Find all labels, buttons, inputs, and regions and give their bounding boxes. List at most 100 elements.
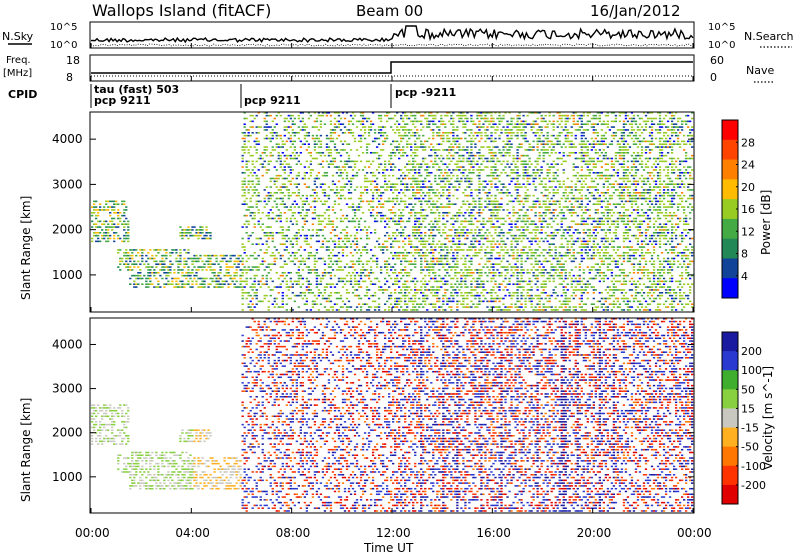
power-cell bbox=[378, 158, 380, 160]
power-cell bbox=[129, 266, 131, 268]
power-cell bbox=[133, 261, 135, 263]
power-cell bbox=[416, 138, 418, 140]
power-cell bbox=[426, 255, 428, 257]
power-cell bbox=[318, 292, 320, 294]
power-cell bbox=[342, 149, 344, 151]
power-cell bbox=[221, 283, 223, 285]
power-cell bbox=[370, 183, 372, 185]
power-cell bbox=[258, 192, 260, 194]
power-cell bbox=[434, 289, 436, 291]
power-cell bbox=[139, 275, 141, 277]
power-cell bbox=[458, 249, 460, 251]
power-cell bbox=[167, 269, 169, 271]
power-cell bbox=[452, 118, 454, 120]
power-cell bbox=[508, 143, 510, 145]
power-cell bbox=[478, 123, 480, 125]
power-cell bbox=[512, 283, 514, 285]
power-cell bbox=[280, 232, 282, 234]
power-cell bbox=[456, 266, 458, 268]
power-cell bbox=[308, 266, 310, 268]
power-cell bbox=[464, 221, 466, 223]
power-cell bbox=[302, 126, 304, 128]
power-cell bbox=[534, 172, 536, 174]
power-cell bbox=[398, 255, 400, 257]
power-cell bbox=[432, 278, 434, 280]
power-cell bbox=[252, 181, 254, 183]
power-cell bbox=[494, 283, 496, 285]
power-cell bbox=[490, 241, 492, 243]
power-cell bbox=[322, 229, 324, 231]
power-cell bbox=[500, 249, 502, 251]
power-cell bbox=[382, 126, 384, 128]
power-cell bbox=[442, 278, 444, 280]
power-cell bbox=[205, 238, 207, 240]
power-cell bbox=[528, 143, 530, 145]
power-cell bbox=[266, 232, 268, 234]
power-cell bbox=[490, 135, 492, 137]
power-cell bbox=[268, 169, 270, 171]
power-cell bbox=[526, 272, 528, 274]
power-cell bbox=[460, 212, 462, 214]
power-cell bbox=[252, 232, 254, 234]
power-cell bbox=[416, 121, 418, 123]
power-cell bbox=[496, 169, 498, 171]
power-cell bbox=[398, 152, 400, 154]
power-cell bbox=[322, 235, 324, 237]
power-cell bbox=[508, 281, 510, 283]
power-cell bbox=[382, 143, 384, 145]
power-cell bbox=[348, 292, 350, 294]
power-cell bbox=[227, 272, 229, 274]
power-cell bbox=[442, 212, 444, 214]
power-cell bbox=[320, 155, 322, 157]
power-cell bbox=[290, 118, 292, 120]
power-cell bbox=[460, 221, 462, 223]
power-cell bbox=[207, 255, 209, 257]
power-cell bbox=[530, 258, 532, 260]
power-cell bbox=[149, 283, 151, 285]
power-cell bbox=[478, 121, 480, 123]
power-cell bbox=[516, 152, 518, 154]
power-cell bbox=[157, 263, 159, 265]
power-cell bbox=[536, 118, 538, 120]
power-cell bbox=[203, 266, 205, 268]
power-cell bbox=[386, 115, 388, 117]
power-cell bbox=[444, 149, 446, 151]
power-cell bbox=[486, 175, 488, 177]
power-cell bbox=[312, 269, 314, 271]
power-cell bbox=[221, 258, 223, 260]
power-cell bbox=[197, 238, 199, 240]
power-cell bbox=[480, 238, 482, 240]
power-cell bbox=[258, 181, 260, 183]
power-cell bbox=[490, 281, 492, 283]
power-cell bbox=[286, 303, 288, 305]
power-cell bbox=[480, 301, 482, 303]
power-cell bbox=[237, 286, 239, 288]
power-cell bbox=[388, 118, 390, 120]
power-cell bbox=[250, 278, 252, 280]
power-cell bbox=[496, 218, 498, 220]
power-cell bbox=[532, 201, 534, 203]
power-cell bbox=[246, 163, 248, 165]
power-cell bbox=[456, 169, 458, 171]
power-cell bbox=[530, 301, 532, 303]
power-cell bbox=[486, 235, 488, 237]
power-cell bbox=[254, 186, 256, 188]
power-cell bbox=[260, 281, 262, 283]
power-cell bbox=[444, 123, 446, 125]
power-cell bbox=[396, 281, 398, 283]
power-cell bbox=[412, 301, 414, 303]
power-cell bbox=[428, 192, 430, 194]
power-cell bbox=[336, 255, 338, 257]
power-cell bbox=[510, 138, 512, 140]
power-cell bbox=[528, 123, 530, 125]
power-cell bbox=[418, 186, 420, 188]
power-cell bbox=[330, 155, 332, 157]
power-cell bbox=[528, 166, 530, 168]
power-cell bbox=[342, 249, 344, 251]
power-cell bbox=[201, 229, 203, 231]
power-cell bbox=[346, 203, 348, 205]
power-cell bbox=[195, 269, 197, 271]
power-cell bbox=[410, 309, 412, 311]
power-cell bbox=[123, 235, 125, 237]
power-cell bbox=[366, 309, 368, 311]
